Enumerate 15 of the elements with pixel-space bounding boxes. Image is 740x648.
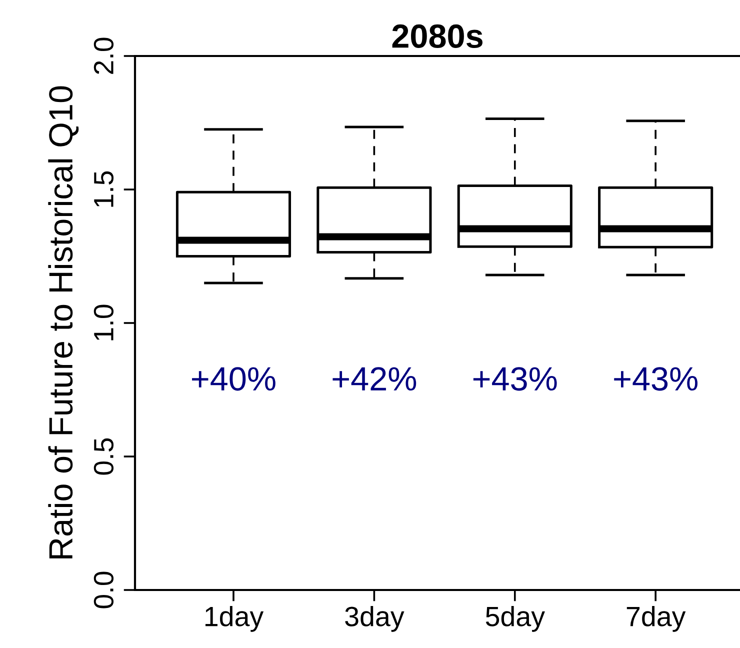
annotation: +43%: [473, 367, 557, 391]
y-tick-label: 0.5: [94, 438, 114, 475]
y-tick-label: 1.5: [94, 171, 114, 207]
annotation: +43%: [614, 367, 698, 391]
y-tick-label: 1.0: [94, 304, 114, 340]
x-tick-label: 7day: [626, 606, 686, 632]
y-tick-label: 2.0: [94, 38, 114, 74]
chart-title: 2080s: [392, 24, 482, 48]
annotation: +42%: [332, 367, 416, 391]
y-tick-label: 0.0: [94, 572, 114, 608]
x-tick-label: 3day: [345, 606, 404, 632]
annotation: +40%: [192, 367, 276, 391]
y-axis-title: Ratio of Future to Historical Q10: [48, 86, 79, 558]
x-tick-label: 5day: [486, 606, 545, 632]
x-tick-label: 1day: [205, 606, 264, 632]
